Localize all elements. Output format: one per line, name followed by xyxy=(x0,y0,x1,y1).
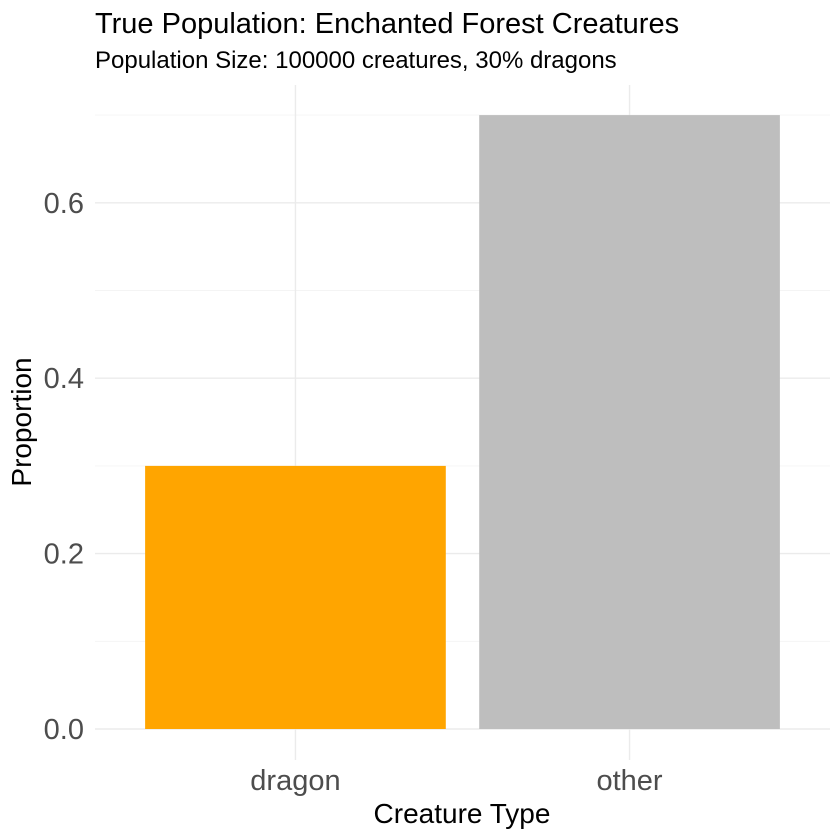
bar-dragon xyxy=(145,465,446,729)
y-tick-label: 0.4 xyxy=(44,363,84,395)
y-tick-label: 0.0 xyxy=(44,714,84,746)
y-tick-label: 0.2 xyxy=(44,539,84,571)
bar-other xyxy=(479,115,780,730)
chart-subtitle: Population Size: 100000 creatures, 30% d… xyxy=(95,47,617,74)
bars xyxy=(145,115,780,730)
x-tick-label: dragon xyxy=(250,765,340,797)
y-axis-ticks: 0.0 0.2 0.4 0.6 xyxy=(44,188,84,746)
x-tick-label: other xyxy=(596,765,662,797)
chart-title: True Population: Enchanted Forest Creatu… xyxy=(95,8,679,40)
y-tick-label: 0.6 xyxy=(44,188,84,220)
x-axis-ticks: dragon other xyxy=(250,765,663,797)
y-axis-title: Proportion xyxy=(6,357,37,486)
x-axis-title: Creature Type xyxy=(374,798,551,829)
